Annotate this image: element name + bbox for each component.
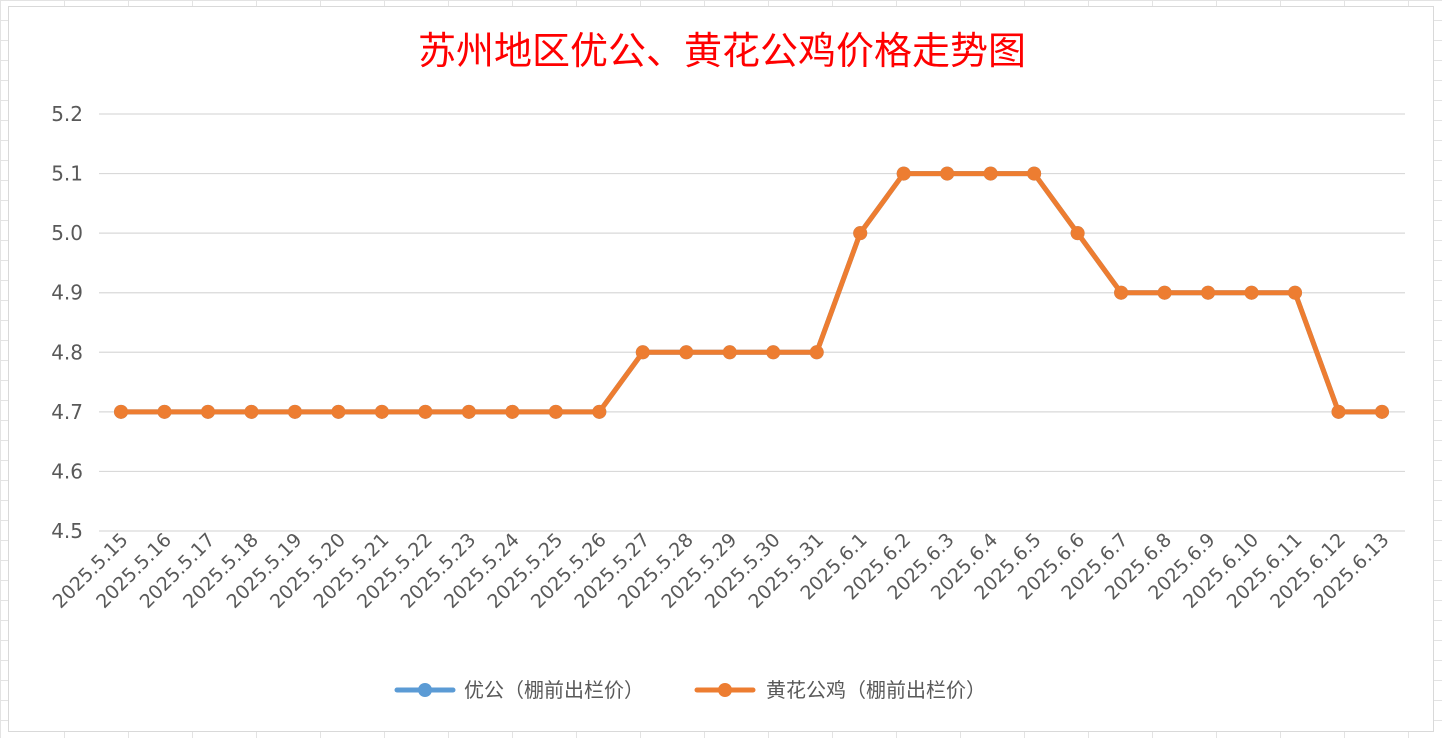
legend-item[interactable]: 黄花公鸡（棚前出栏价） bbox=[694, 678, 986, 702]
y-axis-ticks: 4.5 4.6 4.7 4.8 4.9 5.0 5.1 5.2 bbox=[51, 102, 83, 543]
data-point bbox=[1114, 285, 1129, 300]
legend-item[interactable]: 优公（棚前出栏价） bbox=[394, 678, 644, 702]
data-point bbox=[592, 404, 607, 419]
series-group bbox=[114, 166, 1389, 419]
data-point bbox=[1331, 404, 1346, 419]
legend-label: 优公（棚前出栏价） bbox=[464, 678, 644, 702]
data-point bbox=[809, 345, 824, 360]
data-point bbox=[287, 404, 302, 419]
data-point bbox=[461, 404, 476, 419]
data-point bbox=[1375, 404, 1389, 419]
data-point bbox=[157, 404, 172, 419]
series-1 bbox=[114, 166, 1389, 419]
legend-label: 黄花公鸡（棚前出栏价） bbox=[766, 678, 986, 702]
data-point bbox=[940, 166, 955, 181]
data-point bbox=[374, 404, 389, 419]
data-point bbox=[1157, 285, 1172, 300]
chart-area[interactable]: 苏州地区优公、黄花公鸡价格走势图 4.5 4.6 4.7 4.8 4.9 5.0 5.1 5.… bbox=[8, 6, 1434, 732]
data-point bbox=[1201, 285, 1216, 300]
line-chart: 苏州地区优公、黄花公鸡价格走势图 4.5 4.6 4.7 4.8 4.9 5.0 5.1 5.… bbox=[49, 29, 1405, 702]
y-tick-label: 4.9 bbox=[51, 281, 83, 305]
y-tick-label: 4.8 bbox=[51, 340, 83, 364]
data-point bbox=[983, 166, 998, 181]
series-line bbox=[118, 171, 1385, 415]
data-point bbox=[853, 226, 868, 241]
data-point bbox=[679, 345, 694, 360]
y-tick-label: 4.6 bbox=[51, 459, 83, 483]
chart-title: 苏州地区优公、黄花公鸡价格走势图 bbox=[418, 29, 1026, 73]
y-tick-label: 5.2 bbox=[51, 102, 83, 126]
y-tick-label: 4.7 bbox=[51, 400, 83, 424]
y-tick-label: 5.1 bbox=[51, 162, 83, 186]
gridlines bbox=[99, 113, 1405, 532]
data-point bbox=[1288, 285, 1303, 300]
data-point bbox=[896, 166, 911, 181]
data-point bbox=[331, 404, 346, 419]
y-tick-label: 5.0 bbox=[51, 221, 83, 245]
legend-point-marker bbox=[718, 683, 732, 697]
data-point bbox=[200, 404, 215, 419]
data-point bbox=[1027, 166, 1042, 181]
legend-point-marker bbox=[418, 683, 432, 697]
data-point bbox=[244, 404, 259, 419]
y-tick-label: 4.5 bbox=[51, 519, 83, 543]
data-point bbox=[418, 404, 433, 419]
data-point bbox=[114, 404, 128, 419]
data-point bbox=[1244, 285, 1259, 300]
data-point bbox=[548, 404, 563, 419]
data-point bbox=[505, 404, 520, 419]
data-point bbox=[722, 345, 737, 360]
data-point bbox=[766, 345, 781, 360]
legend: 优公（棚前出栏价） 黄花公鸡（棚前出栏价） bbox=[394, 678, 986, 702]
x-axis-ticks: 2025.5.152025.5.162025.5.172025.5.182025… bbox=[49, 529, 1394, 613]
data-point bbox=[1070, 226, 1085, 241]
data-point bbox=[635, 345, 650, 360]
